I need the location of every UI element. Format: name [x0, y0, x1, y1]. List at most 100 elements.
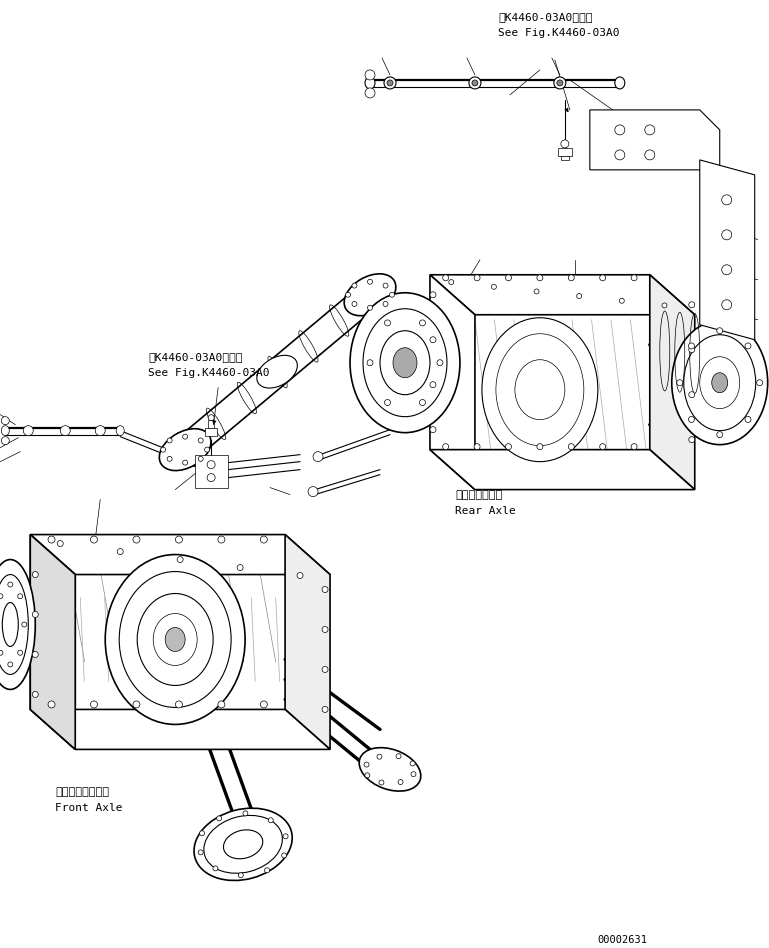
Circle shape: [614, 125, 624, 135]
Polygon shape: [430, 275, 694, 315]
Text: See Fig.K4460-03A0: See Fig.K4460-03A0: [498, 28, 619, 38]
Circle shape: [200, 830, 205, 836]
Circle shape: [117, 549, 123, 555]
Circle shape: [396, 754, 401, 758]
Text: Front Axle: Front Axle: [55, 803, 123, 813]
Circle shape: [18, 593, 23, 599]
Circle shape: [32, 651, 38, 658]
Circle shape: [95, 426, 105, 436]
Circle shape: [745, 416, 751, 423]
Circle shape: [167, 456, 172, 462]
Circle shape: [48, 536, 55, 543]
Circle shape: [722, 229, 732, 240]
Circle shape: [689, 437, 694, 443]
Circle shape: [313, 451, 323, 462]
Circle shape: [217, 816, 221, 821]
Bar: [205, 428, 217, 436]
Circle shape: [32, 572, 38, 577]
Circle shape: [474, 444, 480, 449]
Circle shape: [238, 873, 243, 878]
Circle shape: [8, 582, 13, 587]
Circle shape: [722, 264, 732, 275]
Ellipse shape: [194, 808, 292, 881]
Circle shape: [365, 88, 375, 98]
Circle shape: [22, 622, 27, 627]
Circle shape: [364, 762, 369, 767]
Polygon shape: [30, 535, 75, 750]
Circle shape: [322, 706, 328, 713]
Circle shape: [322, 666, 328, 672]
Circle shape: [474, 275, 480, 281]
Ellipse shape: [672, 320, 767, 445]
Circle shape: [631, 444, 637, 449]
Text: フロントアクスル: フロントアクスル: [55, 788, 109, 797]
Ellipse shape: [712, 373, 727, 392]
Circle shape: [183, 434, 188, 439]
Circle shape: [207, 474, 215, 482]
Circle shape: [352, 301, 357, 306]
Circle shape: [207, 461, 215, 468]
Polygon shape: [590, 110, 720, 170]
Circle shape: [469, 77, 481, 89]
Circle shape: [175, 701, 182, 708]
Circle shape: [18, 650, 23, 655]
Polygon shape: [285, 535, 330, 750]
Ellipse shape: [359, 748, 421, 792]
Text: Rear Axle: Rear Axle: [455, 505, 516, 516]
Ellipse shape: [482, 318, 598, 462]
Ellipse shape: [137, 593, 213, 685]
Ellipse shape: [393, 348, 417, 377]
Circle shape: [384, 319, 391, 326]
Circle shape: [631, 275, 637, 281]
Circle shape: [384, 399, 391, 406]
Circle shape: [0, 593, 3, 599]
Circle shape: [48, 701, 55, 708]
Text: 第K4460-03A0図参照: 第K4460-03A0図参照: [148, 352, 243, 362]
Circle shape: [352, 283, 357, 288]
Circle shape: [430, 337, 436, 343]
Circle shape: [722, 300, 732, 310]
Bar: [561, 155, 569, 160]
Circle shape: [261, 701, 268, 708]
Circle shape: [367, 359, 373, 366]
Circle shape: [568, 444, 574, 449]
Circle shape: [243, 811, 248, 816]
Circle shape: [689, 392, 694, 397]
Circle shape: [491, 284, 497, 289]
Circle shape: [218, 536, 225, 543]
Ellipse shape: [119, 572, 231, 707]
Ellipse shape: [515, 359, 565, 420]
Circle shape: [265, 867, 270, 873]
Circle shape: [218, 701, 225, 708]
Polygon shape: [700, 160, 754, 339]
Circle shape: [677, 380, 683, 386]
Circle shape: [261, 536, 268, 543]
Circle shape: [308, 486, 318, 497]
Circle shape: [534, 289, 539, 294]
Circle shape: [167, 438, 172, 443]
Circle shape: [619, 299, 624, 303]
Circle shape: [379, 780, 384, 785]
Circle shape: [198, 456, 203, 462]
Polygon shape: [650, 275, 694, 489]
Circle shape: [208, 414, 214, 421]
Circle shape: [757, 380, 763, 386]
Circle shape: [2, 437, 9, 445]
Circle shape: [443, 275, 448, 281]
Polygon shape: [430, 449, 694, 489]
Circle shape: [32, 611, 38, 617]
Circle shape: [419, 319, 425, 326]
Circle shape: [600, 444, 606, 449]
Circle shape: [689, 301, 694, 308]
Circle shape: [437, 359, 443, 366]
Circle shape: [505, 444, 511, 449]
Circle shape: [281, 853, 287, 858]
Text: See Fig.K4460-03A0: See Fig.K4460-03A0: [148, 368, 270, 377]
Circle shape: [410, 761, 415, 766]
Text: 00002631: 00002631: [598, 936, 647, 945]
Ellipse shape: [380, 331, 430, 394]
Ellipse shape: [116, 426, 125, 436]
Circle shape: [644, 150, 654, 160]
Circle shape: [368, 305, 372, 310]
Circle shape: [644, 125, 654, 135]
